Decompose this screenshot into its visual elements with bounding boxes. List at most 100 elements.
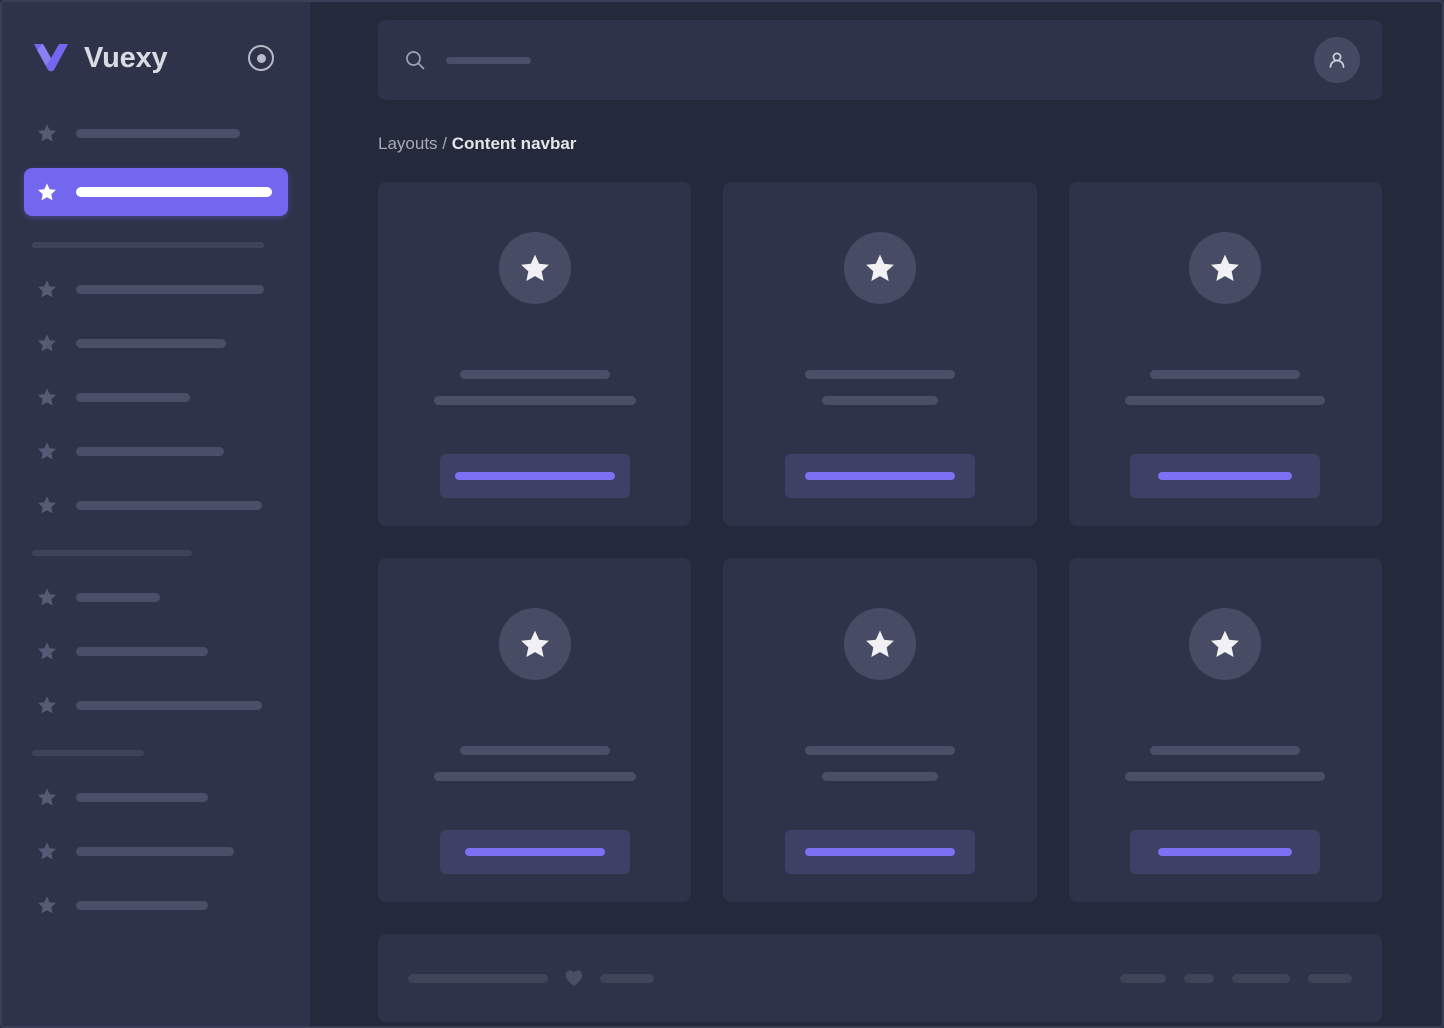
sidebar-item[interactable] [24, 378, 288, 416]
sidebar: Vuexy [2, 2, 310, 1026]
sidebar-item-label [76, 792, 208, 802]
card-action-button[interactable] [784, 830, 975, 874]
footer-left [408, 968, 654, 988]
footer-link[interactable] [1308, 973, 1352, 983]
footer-bar [378, 934, 1382, 1022]
star-icon [36, 840, 58, 862]
breadcrumb-parent[interactable]: Layouts [378, 134, 438, 153]
card-text-line [804, 370, 955, 379]
sidebar-item-label [76, 392, 190, 402]
card-avatar [843, 608, 916, 680]
sidebar-item-label [76, 187, 272, 197]
card-action-button[interactable] [1130, 454, 1321, 498]
content-card [723, 558, 1037, 902]
star-icon [36, 278, 58, 300]
star-icon [36, 181, 58, 203]
sidebar-item[interactable] [24, 270, 288, 308]
sidebar-item[interactable] [24, 578, 288, 616]
sidebar-item-label [76, 338, 226, 348]
brand-name: Vuexy [84, 41, 168, 74]
card-text-line [459, 746, 610, 755]
footer-link[interactable] [1184, 973, 1214, 983]
circle-dot-icon[interactable] [248, 45, 274, 71]
star-icon [36, 586, 58, 608]
sidebar-brand[interactable]: Vuexy [24, 2, 288, 114]
breadcrumb: Layouts / Content navbar [378, 134, 1382, 154]
sidebar-item-label [76, 900, 208, 910]
content-card [1068, 558, 1382, 902]
footer-links [1120, 973, 1352, 983]
sidebar-item[interactable] [24, 832, 288, 870]
card-avatar [498, 232, 571, 304]
vuexy-v-logo-icon [32, 39, 70, 77]
sidebar-item-label [76, 284, 264, 294]
sidebar-nav [24, 114, 288, 924]
card-button-label [1158, 848, 1293, 856]
sidebar-item[interactable] [24, 114, 288, 152]
card-text-line [1150, 370, 1301, 379]
sidebar-item-label [76, 646, 208, 656]
card-grid [378, 182, 1382, 902]
card-text-line [1150, 746, 1301, 755]
sidebar-item[interactable] [24, 324, 288, 362]
card-text-line [433, 396, 636, 405]
card-button-label [804, 848, 955, 856]
sidebar-item-label [76, 846, 234, 856]
sidebar-item[interactable] [24, 778, 288, 816]
footer-link[interactable] [1120, 973, 1166, 983]
star-icon [36, 640, 58, 662]
sidebar-item-label [76, 446, 224, 456]
sidebar-item[interactable] [24, 486, 288, 524]
avatar[interactable] [1314, 37, 1360, 83]
sidebar-item-label [76, 592, 160, 602]
footer-text-bar [408, 973, 548, 983]
card-text-line [821, 772, 938, 781]
card-button-label [454, 472, 615, 480]
card-button-label [464, 848, 605, 856]
footer-link[interactable] [1232, 973, 1290, 983]
card-text-line [433, 772, 636, 781]
sidebar-item[interactable] [24, 886, 288, 924]
sidebar-section-divider [32, 750, 144, 756]
card-avatar [1189, 608, 1262, 680]
content-card [1068, 182, 1382, 526]
star-icon [36, 386, 58, 408]
sidebar-item-label [76, 700, 262, 710]
card-action-button[interactable] [1130, 830, 1321, 874]
sidebar-section-divider [32, 242, 264, 248]
card-avatar [498, 608, 571, 680]
sidebar-item[interactable] [24, 632, 288, 670]
sidebar-item-label [76, 128, 240, 138]
card-text-line [459, 370, 610, 379]
star-icon [36, 440, 58, 462]
star-icon [36, 332, 58, 354]
heart-icon [564, 968, 584, 988]
card-avatar [843, 232, 916, 304]
user-icon [1329, 52, 1345, 68]
sidebar-item[interactable] [24, 432, 288, 470]
star-icon [36, 122, 58, 144]
footer-suffix-bar [600, 973, 654, 983]
sidebar-item[interactable] [24, 686, 288, 724]
star-icon [36, 694, 58, 716]
sidebar-item-label [76, 500, 262, 510]
card-action-button[interactable] [784, 454, 975, 498]
breadcrumb-separator: / [442, 134, 448, 153]
card-text-line [804, 746, 955, 755]
star-icon [36, 786, 58, 808]
main-content: Layouts / Content navbar [310, 2, 1442, 1026]
breadcrumb-current: Content navbar [451, 134, 577, 153]
search-icon[interactable] [404, 49, 426, 71]
card-action-button[interactable] [439, 454, 630, 498]
content-card [378, 558, 692, 902]
card-action-button[interactable] [439, 830, 630, 874]
content-navbar [378, 20, 1382, 100]
sidebar-item-active[interactable] [24, 168, 288, 216]
card-button-label [1158, 472, 1293, 480]
card-text-line [821, 396, 938, 405]
card-avatar [1189, 232, 1262, 304]
content-card [378, 182, 692, 526]
card-button-label [804, 472, 955, 480]
search-input[interactable] [446, 56, 531, 64]
